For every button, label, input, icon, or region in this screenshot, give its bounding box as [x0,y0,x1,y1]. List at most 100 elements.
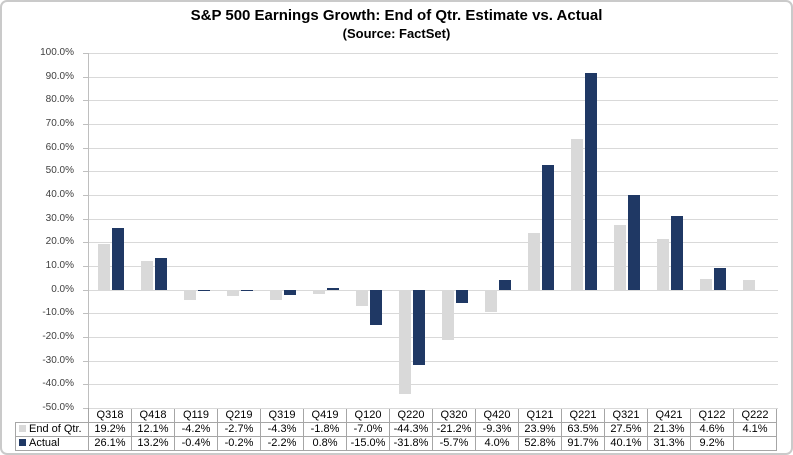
cell-end-of-qtr-q220: -44.3% [389,422,433,437]
gridline [89,289,778,291]
bar-actual-q319 [284,289,296,295]
y-axis-tick [83,360,88,362]
y-axis-label: -10.0% [42,307,74,319]
y-axis-label: 0.0% [51,283,74,295]
y-axis-label: -30.0% [42,354,74,366]
y-axis-tick [83,100,88,102]
cell-end-of-qtr-q222: 4.1% [733,422,777,437]
bar-end-of-qtr-q121 [528,233,540,290]
cell-actual-q421: 31.3% [647,436,691,451]
column-header-q320: Q320 [432,408,476,423]
bar-actual-q419 [327,287,339,290]
cell-end-of-qtr-q318: 19.2% [88,422,132,437]
cell-end-of-qtr-q418: 12.1% [131,422,175,437]
cell-actual-q122: 9.2% [690,436,734,451]
legend-label: End of Qtr. [29,423,82,436]
y-axis-tick [83,124,88,125]
y-axis-tick [83,242,88,244]
column-header-q319: Q319 [260,408,304,423]
y-axis-label: 50.0% [45,165,74,177]
bar-actual-q418 [155,258,167,290]
bar-end-of-qtr-q122 [700,278,712,290]
cell-actual-q319: -2.2% [260,436,304,451]
bar-end-of-qtr-q418 [141,261,153,290]
y-axis-label: -40.0% [42,378,74,390]
y-axis-label: -20.0% [42,331,74,342]
y-axis-label: 60.0% [45,141,74,153]
column-header-q221: Q221 [561,408,605,423]
cell-end-of-qtr-q219: -2.7% [217,422,261,437]
cell-end-of-qtr-q122: 4.6% [690,422,734,437]
bar-actual-q119 [198,289,210,291]
gridline [89,313,778,315]
cell-actual-q418: 13.2% [131,436,175,451]
column-header-q318: Q318 [88,408,132,423]
gridline [89,218,778,220]
cell-end-of-qtr-q221: 63.5% [561,422,605,437]
bar-actual-q120 [370,289,382,326]
column-header-q222: Q222 [733,408,777,423]
legend-end-of-qtr: End of Qtr. [15,422,89,437]
bar-end-of-qtr-q120 [356,289,368,307]
cell-actual-q222 [733,436,777,451]
bar-actual-q318 [112,227,124,290]
bar-end-of-qtr-q321 [614,224,626,290]
column-header-q419: Q419 [303,408,347,423]
gridline [89,266,778,267]
chart-title: S&P 500 Earnings Growth: End of Qtr. Est… [190,7,603,24]
bar-actual-q321 [628,194,640,290]
cell-end-of-qtr-q419: -1.8% [303,422,347,437]
y-axis-label: 80.0% [45,94,74,106]
bar-actual-q122 [714,267,726,290]
cell-actual-q121: 52.8% [518,436,562,451]
bar-end-of-qtr-q419 [313,289,325,294]
cell-end-of-qtr-q119: -4.2% [174,422,218,437]
bar-end-of-qtr-q221 [571,139,583,290]
column-header-q120: Q120 [346,408,390,423]
column-header-q420: Q420 [475,408,519,423]
legend-key-actual-icon [19,438,26,446]
legend-key-end-of-qtr-icon [19,424,26,432]
cell-actual-q420: 4.0% [475,436,519,451]
gridline [89,242,778,244]
bar-end-of-qtr-q319 [270,289,282,300]
column-header-q219: Q219 [217,408,261,423]
cell-end-of-qtr-q319: -4.3% [260,422,304,437]
column-header-q418: Q418 [131,408,175,423]
bar-actual-q221 [585,72,597,290]
column-header-q421: Q421 [647,408,691,423]
column-header-q121: Q121 [518,408,562,423]
bar-actual-q219 [241,289,253,291]
bar-actual-q121 [542,164,554,290]
cell-actual-q221: 91.7% [561,436,605,451]
gridline [89,408,778,409]
gridline [89,171,778,173]
y-axis-tick [83,337,88,338]
gridline [89,100,778,102]
bar-actual-q420 [499,280,511,290]
y-axis-tick [83,266,88,267]
y-axis-label: 20.0% [45,236,74,248]
cell-end-of-qtr-q320: -21.2% [432,422,476,437]
bar-actual-q220 [413,289,425,365]
gridline [89,195,778,196]
cell-actual-q419: 0.8% [303,436,347,451]
cell-end-of-qtr-q321: 27.5% [604,422,648,437]
data-table: Q318 Q418 Q119 Q219 Q319 Q419 Q120 Q220 Q320 Q420… [15,408,777,451]
bar-end-of-qtr-q421 [657,239,669,290]
chart-subtitle: (Source: FactSet) [342,26,451,41]
y-axis-tick [83,384,88,386]
cell-end-of-qtr-q121: 23.9% [518,422,562,437]
cell-actual-q119: -0.4% [174,436,218,451]
cell-actual-q321: 40.1% [604,436,648,451]
y-axis-tick [83,218,88,220]
bar-end-of-qtr-q220 [399,289,411,395]
cell-actual-q220: -31.8% [389,436,433,451]
bar-end-of-qtr-q320 [442,289,454,340]
bar-end-of-qtr-q222 [743,279,755,290]
gridline [89,147,778,149]
gridline [89,360,778,362]
y-axis-label: 90.0% [45,70,74,82]
gridline [89,384,778,386]
